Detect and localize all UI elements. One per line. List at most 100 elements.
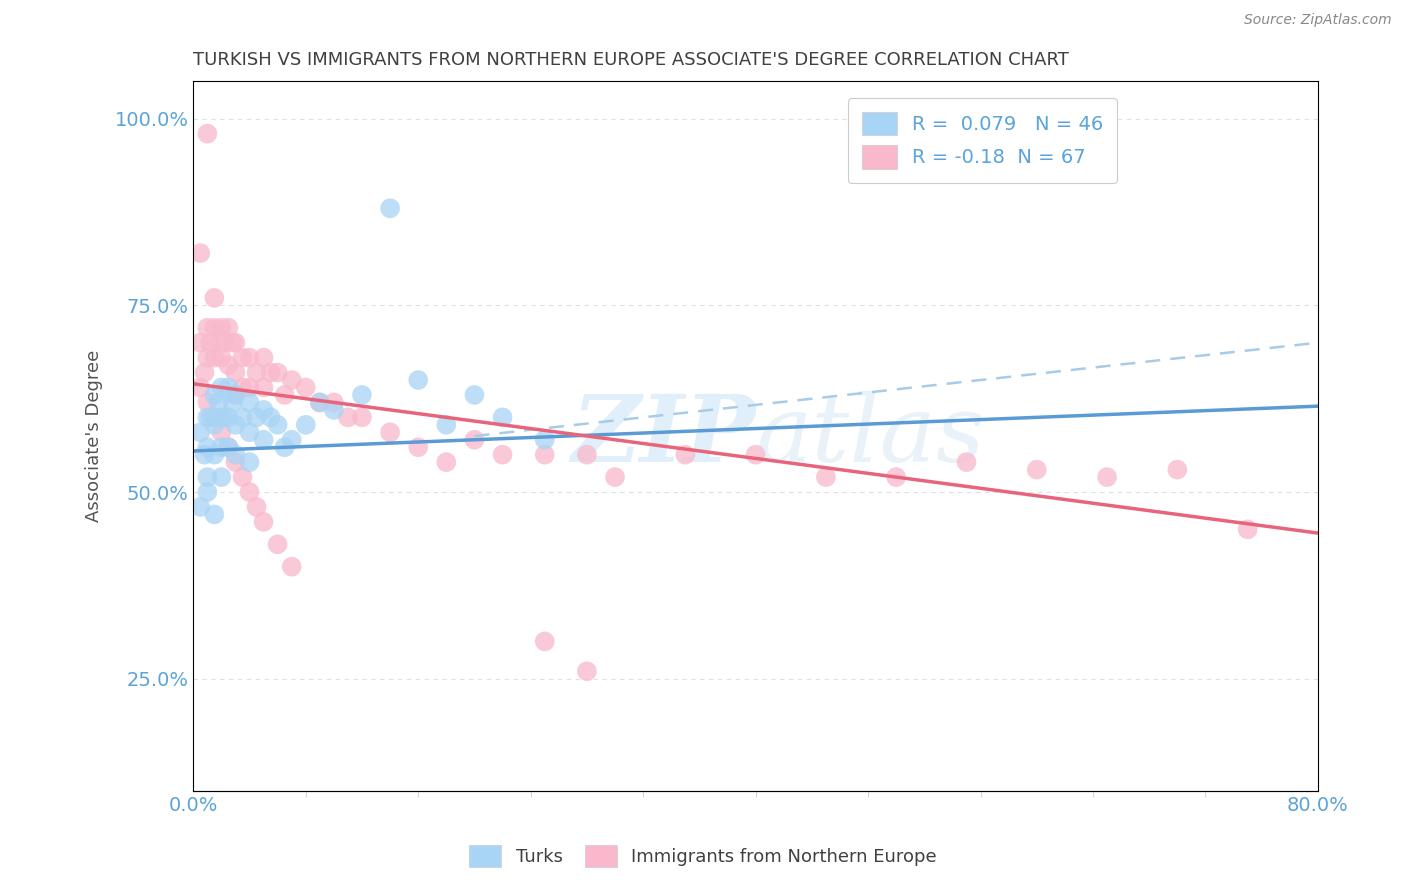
Point <box>280 559 302 574</box>
Legend: Turks, Immigrants from Northern Europe: Turks, Immigrants from Northern Europe <box>461 838 945 874</box>
Point <box>193 448 215 462</box>
Point <box>1166 462 1188 476</box>
Point <box>195 395 218 409</box>
Point <box>195 410 218 425</box>
Point <box>209 440 232 454</box>
Point <box>209 410 232 425</box>
Point <box>266 417 288 432</box>
Point <box>238 455 260 469</box>
Point <box>217 440 239 454</box>
Point <box>336 410 359 425</box>
Point <box>322 395 344 409</box>
Point <box>1095 470 1118 484</box>
Point <box>245 500 267 514</box>
Point <box>202 291 225 305</box>
Point <box>533 433 555 447</box>
Point <box>238 351 260 365</box>
Point <box>350 388 373 402</box>
Point <box>308 395 330 409</box>
Point <box>195 320 218 334</box>
Point <box>217 380 239 394</box>
Point <box>224 417 246 432</box>
Point <box>221 335 243 350</box>
Point <box>224 448 246 462</box>
Point <box>575 448 598 462</box>
Point <box>231 351 253 365</box>
Point <box>202 320 225 334</box>
Point <box>1236 522 1258 536</box>
Point <box>491 448 513 462</box>
Point <box>238 380 260 394</box>
Point <box>273 388 295 402</box>
Point <box>195 440 218 454</box>
Point <box>252 515 274 529</box>
Point <box>273 440 295 454</box>
Point <box>195 470 218 484</box>
Point <box>350 410 373 425</box>
Point <box>252 380 274 394</box>
Point <box>252 403 274 417</box>
Legend: R =  0.079   N = 46, R = -0.18  N = 67: R = 0.079 N = 46, R = -0.18 N = 67 <box>848 98 1116 183</box>
Point <box>188 246 211 260</box>
Point <box>202 448 225 462</box>
Point <box>209 470 232 484</box>
Point <box>1025 462 1047 476</box>
Point <box>188 335 211 350</box>
Point <box>207 335 229 350</box>
Point <box>294 380 316 394</box>
Point <box>266 366 288 380</box>
Point <box>231 380 253 394</box>
Point <box>406 440 429 454</box>
Point <box>209 380 232 394</box>
Point <box>434 417 457 432</box>
Point <box>224 388 246 402</box>
Point <box>259 366 281 380</box>
Point <box>744 448 766 462</box>
Point <box>463 433 485 447</box>
Y-axis label: Associate's Degree: Associate's Degree <box>86 350 103 522</box>
Point <box>207 395 229 409</box>
Point <box>266 537 288 551</box>
Point <box>217 320 239 334</box>
Point <box>195 485 218 500</box>
Point <box>406 373 429 387</box>
Text: atlas: atlas <box>755 391 986 481</box>
Point <box>673 448 696 462</box>
Point <box>217 358 239 372</box>
Point <box>252 433 274 447</box>
Point <box>217 410 239 425</box>
Point <box>308 395 330 409</box>
Text: ZIP: ZIP <box>571 391 755 481</box>
Point <box>603 470 626 484</box>
Point <box>238 395 260 409</box>
Point <box>198 410 221 425</box>
Point <box>202 508 225 522</box>
Point <box>209 425 232 440</box>
Point <box>238 485 260 500</box>
Point <box>217 440 239 454</box>
Point <box>238 425 260 440</box>
Point <box>209 351 232 365</box>
Point <box>202 351 225 365</box>
Point <box>294 417 316 432</box>
Point <box>955 455 977 469</box>
Text: TURKISH VS IMMIGRANTS FROM NORTHERN EUROPE ASSOCIATE'S DEGREE CORRELATION CHART: TURKISH VS IMMIGRANTS FROM NORTHERN EURO… <box>193 51 1069 69</box>
Point <box>378 425 401 440</box>
Point <box>198 335 221 350</box>
Point <box>252 351 274 365</box>
Point <box>193 366 215 380</box>
Point <box>224 366 246 380</box>
Point <box>231 470 253 484</box>
Point <box>212 410 235 425</box>
Point <box>814 470 837 484</box>
Point <box>202 417 225 432</box>
Point <box>245 366 267 380</box>
Point <box>259 410 281 425</box>
Point <box>378 202 401 216</box>
Point <box>188 500 211 514</box>
Point <box>434 455 457 469</box>
Point <box>280 433 302 447</box>
Point <box>188 425 211 440</box>
Point <box>884 470 907 484</box>
Point <box>322 403 344 417</box>
